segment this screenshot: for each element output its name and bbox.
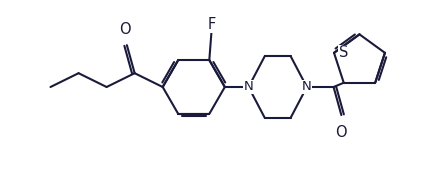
Text: O: O xyxy=(118,22,130,37)
Text: N: N xyxy=(243,81,253,93)
Text: N: N xyxy=(301,81,311,93)
Text: S: S xyxy=(339,45,348,60)
Text: F: F xyxy=(207,17,215,32)
Text: O: O xyxy=(335,125,346,140)
